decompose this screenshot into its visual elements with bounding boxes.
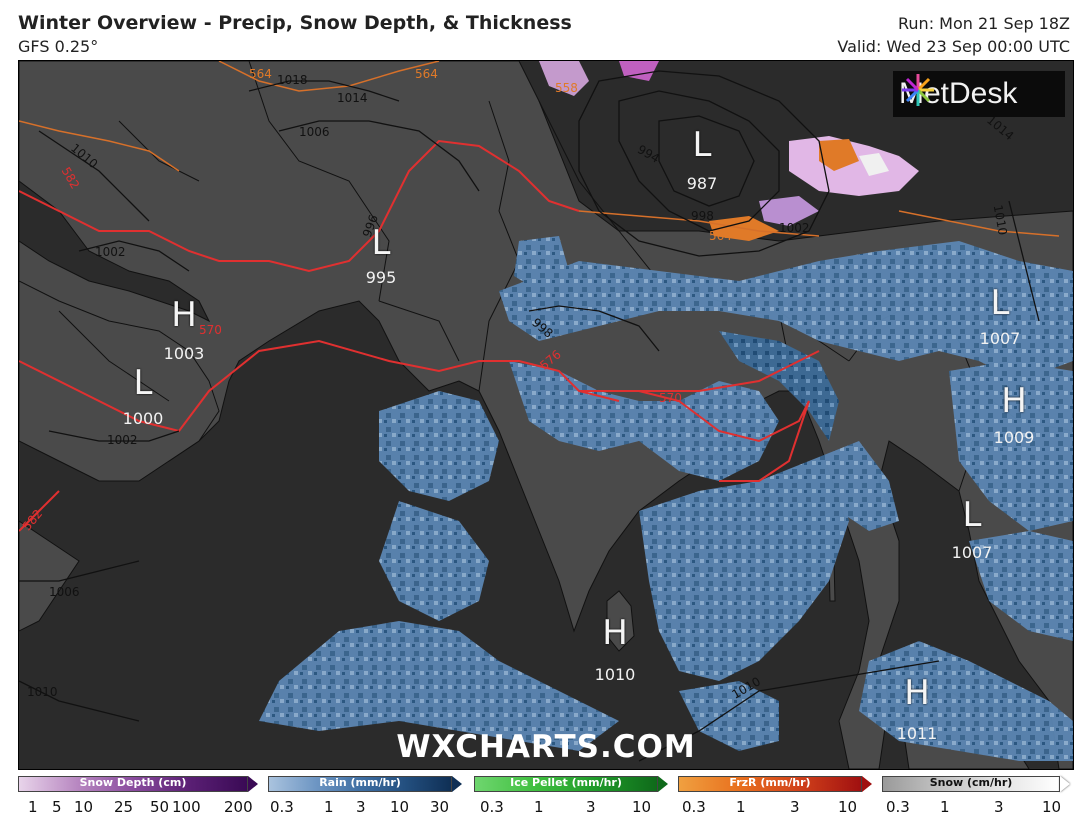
horn-of-africa (19, 520, 80, 632)
low-center-value: 1007 (951, 543, 993, 562)
legend-rain-title: Rain (mm/hr) (319, 776, 401, 789)
thickness-label: 564 (709, 229, 732, 243)
legend-tick: 10 (838, 798, 858, 816)
thickness-label: 564 (249, 67, 272, 81)
map-canvas (19, 61, 1073, 769)
legend-snow-title: Snow (cm/hr) (929, 776, 1013, 789)
legend-tick: 3 (356, 798, 366, 816)
high-center-value: 1009 (993, 428, 1035, 447)
thickness-label: 570 (659, 391, 682, 405)
legend-tick: 25 (114, 798, 134, 816)
legend-tick: 5 (52, 798, 62, 816)
legend-tick: 100 (172, 798, 201, 816)
isobar-label: 1018 (277, 73, 308, 87)
high-center-letter: H (171, 295, 197, 335)
watermark: WXCHARTS.COM (396, 729, 696, 765)
legend-arrow-icon (248, 776, 258, 792)
low-center-value: 987 (686, 174, 718, 193)
metdesk-starburst-icon (902, 74, 934, 106)
legend-ice-pellet-bar: Ice Pellet (mm/hr) (474, 776, 658, 792)
legend-tick: 0.3 (682, 798, 706, 816)
thickness-orange-lines (19, 61, 1060, 237)
low-center-letter: L (371, 223, 391, 263)
isobar-lines (19, 70, 1040, 762)
isobar-label: 1014 (337, 91, 368, 105)
thickness-red-lines (19, 139, 820, 532)
isobar-label: 1002 (779, 221, 810, 235)
low-center-value: 1007 (979, 329, 1021, 348)
run-label: Run: Mon 21 Sep 18Z (898, 14, 1070, 33)
legend-ice-pellet-title: Ice Pellet (mm/hr) (510, 776, 622, 789)
legend-snow-depth-title: Snow Depth (cm) (79, 776, 187, 789)
legend-snow-depth-bar: Snow Depth (cm) (18, 776, 248, 792)
isobar-label: 1002 (107, 433, 138, 447)
legend-snow: Snow (cm/hr) 0.3 1 3 10 (882, 776, 1072, 816)
high-center-value: 1011 (896, 724, 938, 743)
rain-areas (259, 236, 1073, 761)
isobar-label: 1002 (95, 245, 126, 259)
legend-tick: 3 (790, 798, 800, 816)
legend-tick: 0.3 (886, 798, 910, 816)
legend-tick: 10 (74, 798, 94, 816)
legend-tick: 10 (1042, 798, 1062, 816)
thickness-label: 570 (199, 323, 222, 337)
legend-arrow-icon (452, 776, 462, 792)
isobar-label: 1006 (299, 125, 330, 139)
legend-tick: 10 (632, 798, 652, 816)
valid-label: Valid: Wed 23 Sep 00:00 UTC (837, 37, 1070, 56)
legend-tick: 1 (940, 798, 950, 816)
legend-freezing-rain-bar: FrzR (mm/hr) (678, 776, 862, 792)
legend-tick: 50 (150, 798, 170, 816)
isobar-label: 1010 (27, 685, 58, 699)
legend-tick: 3 (586, 798, 596, 816)
metdesk-logo: MetDesk (893, 71, 1065, 117)
legend-arrow-icon (1060, 776, 1070, 792)
legend-tick: 3 (994, 798, 1004, 816)
low-center-letter: L (990, 283, 1010, 323)
legend-freezing-rain-title: FrzR (mm/hr) (729, 776, 811, 789)
legend-tick: 1 (534, 798, 544, 816)
legend-arrow-icon (862, 776, 872, 792)
sri-lanka (606, 590, 635, 652)
legend-rain: Rain (mm/hr) 0.3 1 3 10 30 (268, 776, 468, 816)
low-center-letter: L (692, 125, 712, 165)
legend-snow-depth: Snow Depth (cm) 1 5 10 25 50 100 200 (18, 776, 258, 816)
legend-arrow-icon (658, 776, 668, 792)
high-center-value: 1003 (163, 344, 205, 363)
high-center-letter: H (904, 673, 930, 713)
legend-tick: 10 (390, 798, 410, 816)
isobar-label: 998 (691, 209, 714, 223)
low-center-value: 995 (365, 268, 397, 287)
high-center-value: 1010 (594, 665, 636, 684)
arabian-peninsula (19, 280, 220, 482)
low-center-letter: L (133, 363, 153, 403)
high-center-letter: H (1001, 381, 1027, 421)
legend-tick: 0.3 (270, 798, 294, 816)
thickness-label: 558 (555, 81, 578, 95)
legend-tick: 1 (736, 798, 746, 816)
weather-map[interactable]: L 987 L 995 H 1003 L 1000 L 1007 H 1009 … (18, 60, 1074, 770)
low-center-letter: L (962, 495, 982, 535)
legend-tick: 30 (430, 798, 450, 816)
legend-tick: 1 (324, 798, 334, 816)
high-center-letter: H (602, 613, 628, 653)
persian-gulf (19, 180, 211, 323)
legend-rain-bar: Rain (mm/hr) (268, 776, 452, 792)
isobar-label: 1006 (49, 585, 80, 599)
chart-title: Winter Overview - Precip, Snow Depth, & … (18, 12, 572, 34)
low-center-value: 1000 (122, 409, 164, 428)
legend-snow-bar: Snow (cm/hr) (882, 776, 1060, 792)
thickness-label: 564 (415, 67, 438, 81)
legend-ice-pellet: Ice Pellet (mm/hr) 0.3 1 3 10 (474, 776, 674, 816)
legend-tick: 1 (28, 798, 38, 816)
model-label: GFS 0.25° (18, 37, 99, 56)
legend-tick: 200 (224, 798, 253, 816)
legend-tick: 0.3 (480, 798, 504, 816)
legend-freezing-rain: FrzR (mm/hr) 0.3 1 3 10 (678, 776, 878, 816)
